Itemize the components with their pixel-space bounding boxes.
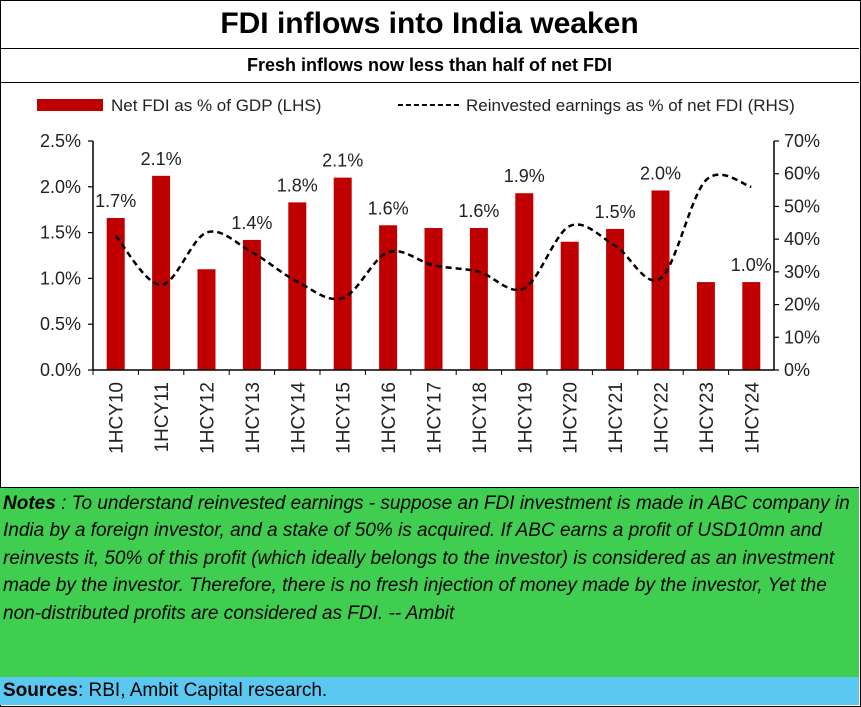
right-tick-label: 70%	[784, 131, 820, 151]
sources-text: : RBI, Ambit Capital research.	[77, 680, 328, 701]
chart-subtitle: Fresh inflows now less than half of net …	[0, 49, 859, 83]
bar	[152, 175, 171, 370]
bar-data-label: 1.9%	[504, 166, 545, 186]
bar-data-label: 1.4%	[231, 213, 272, 233]
right-tick-label: 10%	[784, 327, 820, 347]
x-tick-label: 1HCY14	[288, 382, 309, 454]
legend-line-label: Reinvested earnings as % of net FDI (RHS…	[466, 96, 795, 115]
left-tick-label: 1.0%	[40, 268, 81, 288]
x-tick-label: 1HCY24	[742, 382, 763, 454]
bar-series	[106, 175, 761, 370]
x-tick-label: 1HCY10	[107, 382, 128, 454]
reinvested-earnings-line	[114, 173, 752, 301]
left-tick-label: 0.5%	[40, 314, 81, 334]
bar-data-label: 1.8%	[277, 175, 318, 195]
x-tick-label: 1HCY19	[515, 382, 536, 454]
right-tick-label: 20%	[784, 295, 820, 315]
right-axis: 0% 10% 20% 30% 40% 50% 60% 70%	[773, 131, 820, 380]
right-tick-label: 60%	[784, 164, 820, 184]
x-tick-label: 1HCY12	[198, 382, 219, 454]
notes-box: Notes : To understand reinvested earning…	[0, 487, 859, 683]
right-tick-label: 0%	[784, 360, 810, 380]
left-tick-label: 0.0%	[40, 360, 81, 380]
legend-bar-label: Net FDI as % of GDP (LHS)	[111, 96, 321, 115]
left-tick-label: 1.5%	[40, 223, 81, 243]
x-tick-label: 1HCY21	[606, 382, 627, 454]
bar-data-label: 2.1%	[141, 149, 182, 169]
bar	[606, 228, 625, 370]
bar	[560, 241, 579, 370]
bar	[651, 190, 670, 370]
right-tick-label: 30%	[784, 262, 820, 282]
right-tick-label: 50%	[784, 196, 820, 216]
bar-data-label: 1.6%	[368, 198, 409, 218]
left-axis: 0.0% 0.5% 1.0% 1.5% 2.0% 2.5%	[40, 131, 94, 380]
x-tick-label: 1HCY17	[425, 382, 446, 454]
x-tick-label: 1HCY11	[152, 382, 173, 452]
left-tick-label: 2.5%	[40, 131, 81, 151]
bar	[106, 217, 125, 370]
bar-data-label: 1.7%	[95, 191, 136, 211]
bar-data-label: 2.1%	[322, 151, 363, 171]
bar	[424, 228, 443, 370]
right-tick-label: 40%	[784, 229, 820, 249]
bar-data-labels: 1.7%2.1%1.4%1.8%2.1%1.6% 1.6%1.9%1.5%2.0%…	[95, 149, 772, 275]
x-axis: 1HCY10 1HCY11 1HCY12 1HCY13 1HCY14 1HCY15 1HCY…	[92, 369, 774, 454]
bar	[197, 269, 216, 370]
x-tick-label: 1HCY20	[561, 382, 582, 454]
bar	[288, 202, 307, 370]
sources-label: Sources	[3, 680, 78, 701]
bar	[333, 177, 352, 370]
bar-data-label: 1.5%	[595, 202, 636, 222]
bar-data-label: 2.0%	[640, 163, 681, 183]
bar	[696, 282, 715, 370]
left-tick-label: 2.0%	[40, 177, 81, 197]
bar-data-label: 1.6%	[458, 201, 499, 221]
x-tick-label: 1HCY18	[470, 382, 491, 454]
notes-text: : To understand reinvested earnings - su…	[3, 493, 850, 624]
notes-label: Notes	[3, 493, 56, 514]
bar	[469, 228, 488, 370]
x-tick-label: 1HCY13	[243, 382, 264, 454]
bar	[742, 282, 761, 370]
sources-box: Sources: RBI, Ambit Capital research.	[0, 677, 859, 705]
x-tick-label: 1HCY22	[652, 382, 673, 454]
legend-bar-swatch	[37, 99, 103, 111]
chart-title: FDI inflows into India weaken	[0, 0, 859, 49]
bar	[515, 193, 534, 370]
legend: Net FDI as % of GDP (LHS) Reinvested ear…	[37, 96, 795, 115]
x-tick-label: 1HCY23	[697, 382, 718, 454]
chart-area: Net FDI as % of GDP (LHS) Reinvested ear…	[37, 96, 820, 454]
bar-data-label: 1.0%	[731, 255, 772, 275]
bar	[379, 225, 398, 370]
x-tick-label: 1HCY15	[334, 382, 355, 454]
bar	[242, 239, 261, 370]
x-tick-label: 1HCY16	[379, 382, 400, 454]
